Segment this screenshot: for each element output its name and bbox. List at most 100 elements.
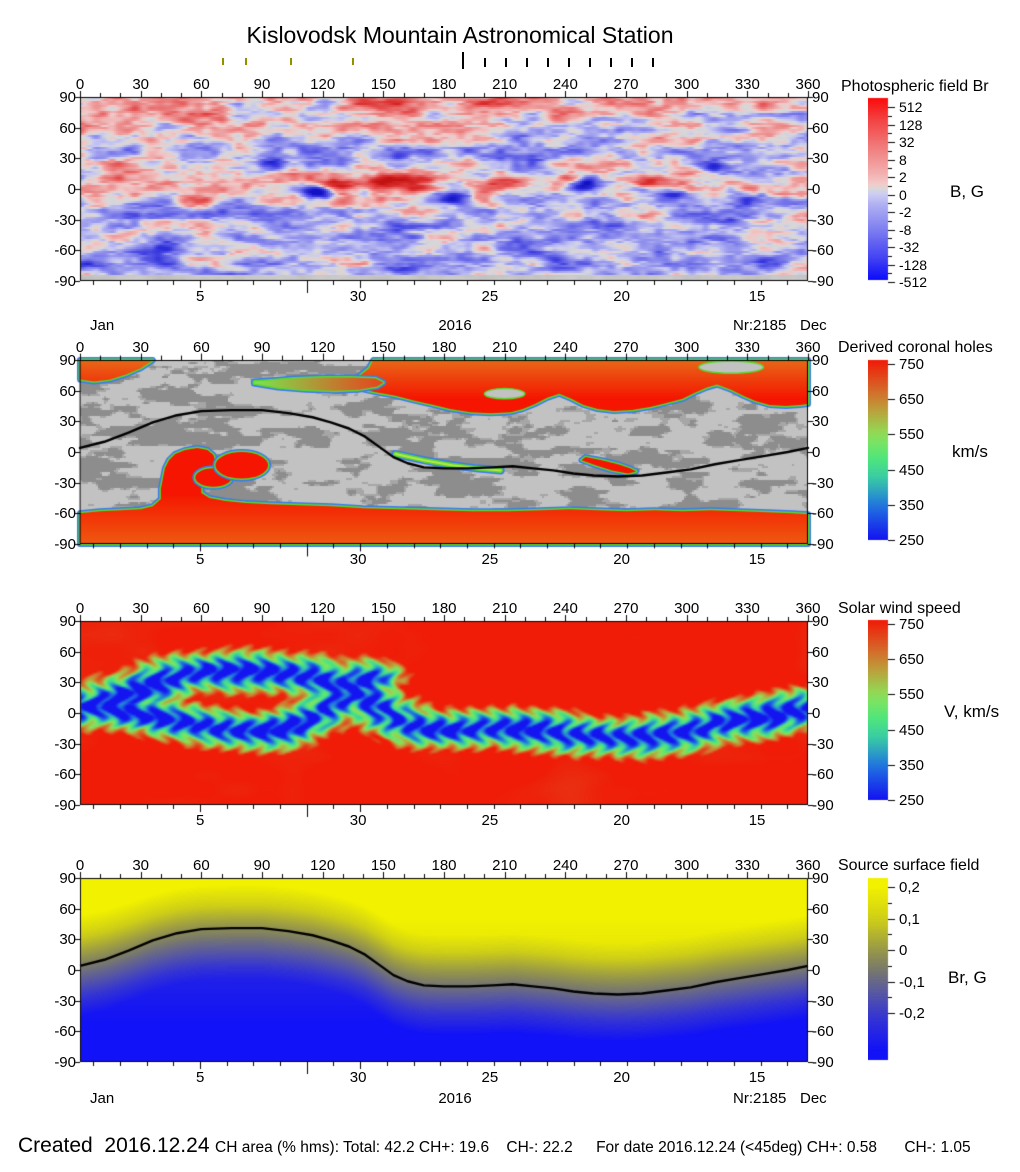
colorbar-tick-label: -0,2 (899, 1005, 925, 1022)
colorbar-tick-label: 128 (899, 116, 923, 133)
lat-tick-label-right: 0 (812, 181, 821, 198)
colorbar-title-source-surface: Source surface field (838, 857, 980, 874)
lon-tick-label: 0 (75, 339, 85, 356)
colorbar-tick-label: 0 (899, 942, 908, 959)
lat-tick-label-left: 90 (59, 89, 76, 106)
lat-tick-label-left: -60 (54, 505, 76, 523)
lat-tick-label-right: 30 (812, 931, 829, 949)
lat-tick-label-right: -90 (812, 1054, 834, 1071)
colorbar-tick-label: 550 (899, 686, 925, 704)
unit-label-v-km-s: V, km/s (944, 702, 1000, 721)
month-label-dec: Dec (800, 1090, 827, 1107)
lat-tick-label-right: 30 (812, 150, 829, 168)
observation-tick (568, 58, 570, 67)
footer-stats: CH area (% hms): Total: 42.2 CH+: 19.6 C… (215, 1139, 971, 1157)
lat-tick-label-right: 60 (812, 900, 829, 918)
lat-tick-label-right: -60 (812, 766, 834, 784)
colorbar-tick-label: 550 (899, 426, 925, 444)
date-tick-label: 5 (195, 812, 205, 829)
month-label-jan: Jan (90, 1090, 115, 1107)
lat-tick-label-left: -90 (54, 797, 76, 814)
observation-tick (505, 58, 507, 67)
lat-tick-label-right: 30 (812, 413, 829, 431)
lat-tick-label-left: -60 (54, 242, 76, 260)
lat-tick-label-left: 30 (59, 150, 76, 168)
colorbar-title-photospheric: Photospheric field Br (841, 78, 989, 95)
lat-tick-label-right: -90 (812, 536, 834, 553)
date-tick-label: 5 (195, 551, 205, 568)
date-tick-label: 5 (195, 1069, 205, 1086)
lon-tick-label: 0 (75, 857, 85, 874)
stat-ch-minus: CH-: 22.2 (506, 1139, 573, 1156)
photospheric-colorbar (868, 94, 900, 286)
colorbar-tick-label: 0,2 (899, 879, 920, 896)
lat-tick-label-left: 90 (59, 870, 76, 887)
date-tick-label: 5 (195, 288, 205, 305)
lat-tick-label-right: -60 (812, 242, 834, 260)
colorbar-tick-label: 450 (899, 461, 925, 479)
colorbar-tick-label: 0,1 (899, 910, 920, 928)
colorbar-tick-label: 750 (899, 616, 925, 633)
colorbar-tick-label: 350 (899, 756, 925, 774)
lat-tick-label-right: 30 (812, 674, 829, 692)
month-label-jan: Jan (90, 317, 115, 334)
year-label: 2016 (438, 1090, 472, 1107)
lat-tick-label-left: 30 (59, 674, 76, 692)
observation-tick (589, 58, 591, 67)
lat-tick-label-left: -60 (54, 766, 76, 784)
colorbar-tick-label: 0 (899, 186, 907, 203)
lat-tick-label-left: -30 (54, 735, 76, 753)
lat-tick-label-left: -60 (54, 1023, 76, 1041)
lat-tick-label-left: 0 (34, 444, 76, 461)
observation-tick (610, 58, 612, 67)
lat-tick-label-right: 60 (812, 382, 829, 400)
source-surface-map-canvas (72, 868, 816, 1076)
lat-tick-label-left: 0 (34, 962, 76, 979)
lat-tick-label-left: -30 (54, 474, 76, 492)
colorbar-tick-label: 450 (899, 721, 925, 739)
colorbar-tick-label: 512 (899, 99, 923, 115)
colorbar-tick-label: -2 (899, 204, 912, 220)
observation-tick-olive (222, 58, 224, 65)
lat-tick-label-left: 60 (59, 643, 76, 661)
colorbar-tick-label: 250 (899, 792, 925, 809)
lat-tick-label-right: 90 (812, 89, 829, 106)
observation-tick (526, 58, 528, 67)
solar-wind-colorbar (868, 616, 900, 808)
colorbar-tick-label: -32 (899, 239, 920, 255)
stat-ch-minus-2: CH-: 1.05 (904, 1139, 971, 1156)
lat-tick-label-right: -30 (812, 735, 834, 753)
lat-tick-label-right: 90 (812, 870, 829, 887)
lat-tick-label-right: -30 (812, 474, 834, 492)
source-surface-colorbar (868, 874, 900, 1066)
year-label: 2016 (438, 317, 472, 334)
colorbar-tick-label: 8 (899, 151, 907, 168)
created-label: Created (18, 1134, 93, 1157)
colorbar-title-solar-wind: Solar wind speed (838, 600, 961, 617)
created-date: 2016.12.24 (104, 1134, 210, 1157)
lat-tick-label-left: 90 (59, 352, 76, 369)
lat-tick-label-right: 60 (812, 119, 829, 137)
colorbar-tick-label: 650 (899, 651, 925, 669)
lat-tick-label-left: -90 (54, 1054, 76, 1071)
observation-tick (631, 58, 633, 67)
lat-tick-label-right: 90 (812, 352, 829, 369)
colorbar-tick-label: 32 (899, 134, 915, 150)
colorbar-title-coronal-holes: Derived coronal holes (838, 339, 993, 356)
lat-tick-label-left: -30 (54, 211, 76, 229)
observation-tick (652, 58, 654, 67)
lat-tick-label-left: 60 (59, 900, 76, 918)
colorbar-tick-label: 250 (899, 532, 925, 549)
colorbar-tick-label: 2 (899, 169, 907, 185)
colorbar-tick-label: 350 (899, 496, 925, 514)
footer-created: Created 2016.12.24 (18, 1134, 210, 1158)
lat-tick-label-left: 0 (34, 705, 76, 722)
colorbar-tick-label: -0,1 (899, 973, 925, 991)
lat-tick-label-right: 0 (812, 705, 821, 722)
lat-tick-label-right: -60 (812, 1023, 834, 1041)
photospheric-map-canvas (72, 87, 816, 295)
stat-ch-area: CH area (% hms): Total: 42.2 CH+: 19.6 (215, 1139, 490, 1156)
lon-tick-label: 0 (75, 600, 85, 617)
rotation-number-label: Nr:2185 (733, 317, 787, 334)
